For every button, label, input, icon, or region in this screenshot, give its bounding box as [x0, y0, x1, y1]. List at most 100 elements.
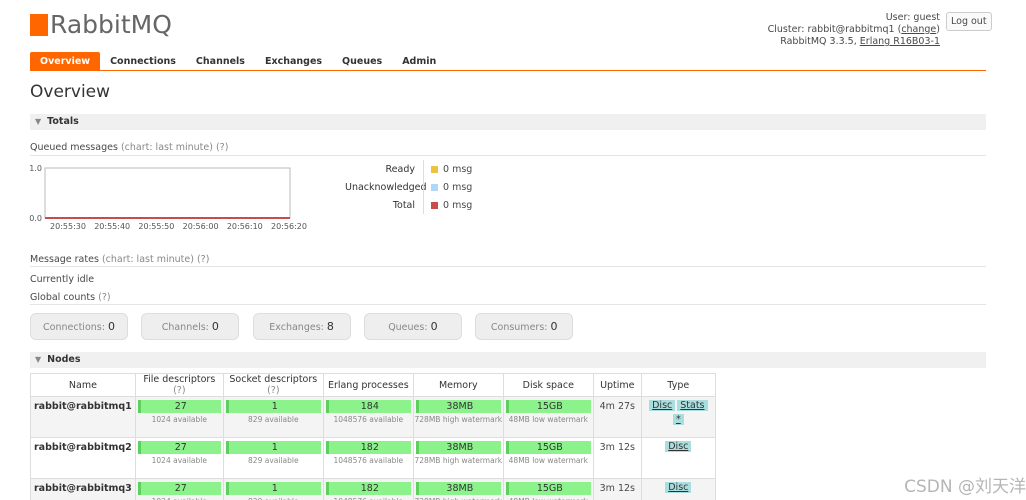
column-header: Erlang processes: [322, 373, 414, 397]
tab[interactable]: Channels: [195, 56, 245, 67]
x-tick-label: 20:55:40: [94, 222, 130, 231]
legend-value: 0 msg: [443, 163, 473, 175]
metric-sub: 728MB high watermark: [414, 497, 503, 500]
page-title: Overview: [30, 82, 111, 102]
node-type: Disc: [640, 478, 716, 500]
metric-value: 1: [225, 482, 321, 495]
type-tag[interactable]: Disc: [665, 441, 692, 452]
metric-sub: 1024 available: [151, 456, 207, 465]
count-value: 0: [107, 320, 115, 333]
metric-sockets: 1 829 available: [222, 437, 324, 479]
metric-sub: 1048576 available: [324, 497, 413, 500]
legend-row: Ready 0 msg: [345, 160, 472, 178]
metric-disk: 15GB 48MB low watermark: [502, 437, 594, 479]
global-label: Global counts (?): [30, 292, 111, 303]
metric-fd: 27 1024 available: [134, 396, 224, 438]
count-value: 0: [211, 320, 219, 333]
metric-value: 184: [325, 400, 411, 413]
metric-value: 27: [137, 441, 221, 454]
tab[interactable]: Exchanges: [264, 56, 323, 67]
count-name: Channels:: [161, 322, 209, 333]
heading: Totals: [47, 116, 79, 127]
tab[interactable]: Connections: [110, 56, 176, 67]
metric-disk: 15GB 48MB low watermark: [502, 478, 594, 500]
type-tag[interactable]: *: [672, 414, 684, 425]
queued-chart: 1.0 0.0 20:55:30 20:55:40 20:55:50 20:56:00 20…: [29, 164, 307, 231]
metric-erlang: 182 1048576 available: [322, 437, 414, 479]
metric-sub: 829 available: [248, 456, 299, 465]
metric-value: 1: [225, 441, 321, 454]
metric-sub: 48MB low watermark: [504, 497, 593, 500]
column-header: Type: [640, 373, 716, 397]
section-header[interactable]: ▼ Nodes: [30, 352, 986, 368]
hint: (chart: last minute): [101, 254, 194, 265]
help[interactable]: (?): [98, 292, 111, 303]
metric-value: 38MB: [415, 441, 501, 454]
nodes-table: Name File descriptors (?) Socket descripto…: [30, 373, 716, 500]
metric-value: 182: [325, 441, 411, 454]
metric-sub: 1024 available: [136, 497, 223, 500]
count-button[interactable]: Channels: 0: [141, 313, 240, 340]
metric-value: 38MB: [415, 482, 501, 495]
metric-value: 38MB: [415, 400, 501, 413]
legend-value: 0 msg: [443, 181, 473, 193]
column-name: Type: [667, 379, 690, 391]
type-tag[interactable]: Stats: [677, 400, 708, 411]
section-header[interactable]: ▼ Totals: [30, 114, 986, 130]
column-name: Memory: [438, 379, 478, 391]
count-button[interactable]: Consumers: 0: [475, 313, 574, 340]
metric-value: 27: [137, 482, 221, 495]
label: Queued messages: [30, 142, 118, 153]
type-tag[interactable]: Disc: [649, 400, 676, 411]
column-header: Socket descriptors (?): [222, 373, 324, 397]
metric-sockets: 1 829 available: [222, 396, 324, 438]
metric-memory: 38MB 728MB high watermark: [412, 396, 504, 438]
metric-sub: 48MB low watermark: [508, 456, 588, 465]
divider: [423, 178, 424, 196]
metric-sub: 1048576 available: [333, 415, 404, 424]
metric-memory: 38MB 728MB high watermark: [412, 437, 504, 479]
header-row: Name File descriptors (?) Socket descripto…: [30, 373, 716, 397]
metric-value: 15GB: [505, 400, 591, 413]
uptime: 3m 12s: [592, 437, 642, 479]
metric-sub: 1048576 available: [333, 456, 404, 465]
metric-value: 27: [137, 400, 221, 413]
count-button[interactable]: Connections: 0: [30, 313, 128, 340]
metric-sub: 728MB high watermark: [414, 415, 503, 424]
column-name: Erlang processes: [327, 379, 409, 391]
logout-button[interactable]: Log out: [946, 12, 992, 31]
queued-label: Queued messages (chart: last minute) (?): [30, 142, 228, 153]
label: Cluster:: [767, 24, 805, 35]
count-name: Consumers:: [490, 322, 548, 333]
node-name: rabbit@rabbitmq2: [30, 437, 136, 479]
column-name: Name: [68, 379, 97, 391]
tab[interactable]: Queues: [342, 56, 383, 67]
separator: [30, 266, 986, 267]
count-value: 0: [550, 320, 558, 333]
metric-value: 15GB: [505, 441, 591, 454]
help[interactable]: (?): [173, 385, 186, 396]
legend-name: Total: [392, 199, 415, 211]
tab[interactable]: Admin: [402, 56, 437, 67]
count-name: Exchanges:: [269, 322, 324, 333]
legend-row: Total 0 msg: [345, 196, 472, 214]
logo: RabbitMQ: [30, 10, 172, 39]
divider: [423, 196, 424, 214]
help[interactable]: (?): [196, 254, 210, 265]
count-button[interactable]: Queues: 0: [363, 313, 462, 340]
change-link[interactable]: change: [901, 24, 937, 35]
help[interactable]: (?): [267, 385, 280, 396]
x-tick-label: 20:56:10: [227, 222, 263, 231]
type-tag[interactable]: Disc: [665, 482, 692, 493]
column-name: File descriptors: [143, 374, 216, 385]
legend-swatch: [431, 183, 438, 191]
tab[interactable]: Overview: [30, 52, 101, 71]
uptime: 3m 12s: [592, 478, 642, 500]
legend-name: Ready: [385, 163, 416, 175]
help[interactable]: (?): [215, 142, 229, 153]
legend-swatch: [431, 201, 438, 209]
x-tick-label: 20:56:00: [183, 222, 219, 231]
column-name: Uptime: [600, 379, 635, 391]
count-button[interactable]: Exchanges: 8: [252, 313, 351, 340]
